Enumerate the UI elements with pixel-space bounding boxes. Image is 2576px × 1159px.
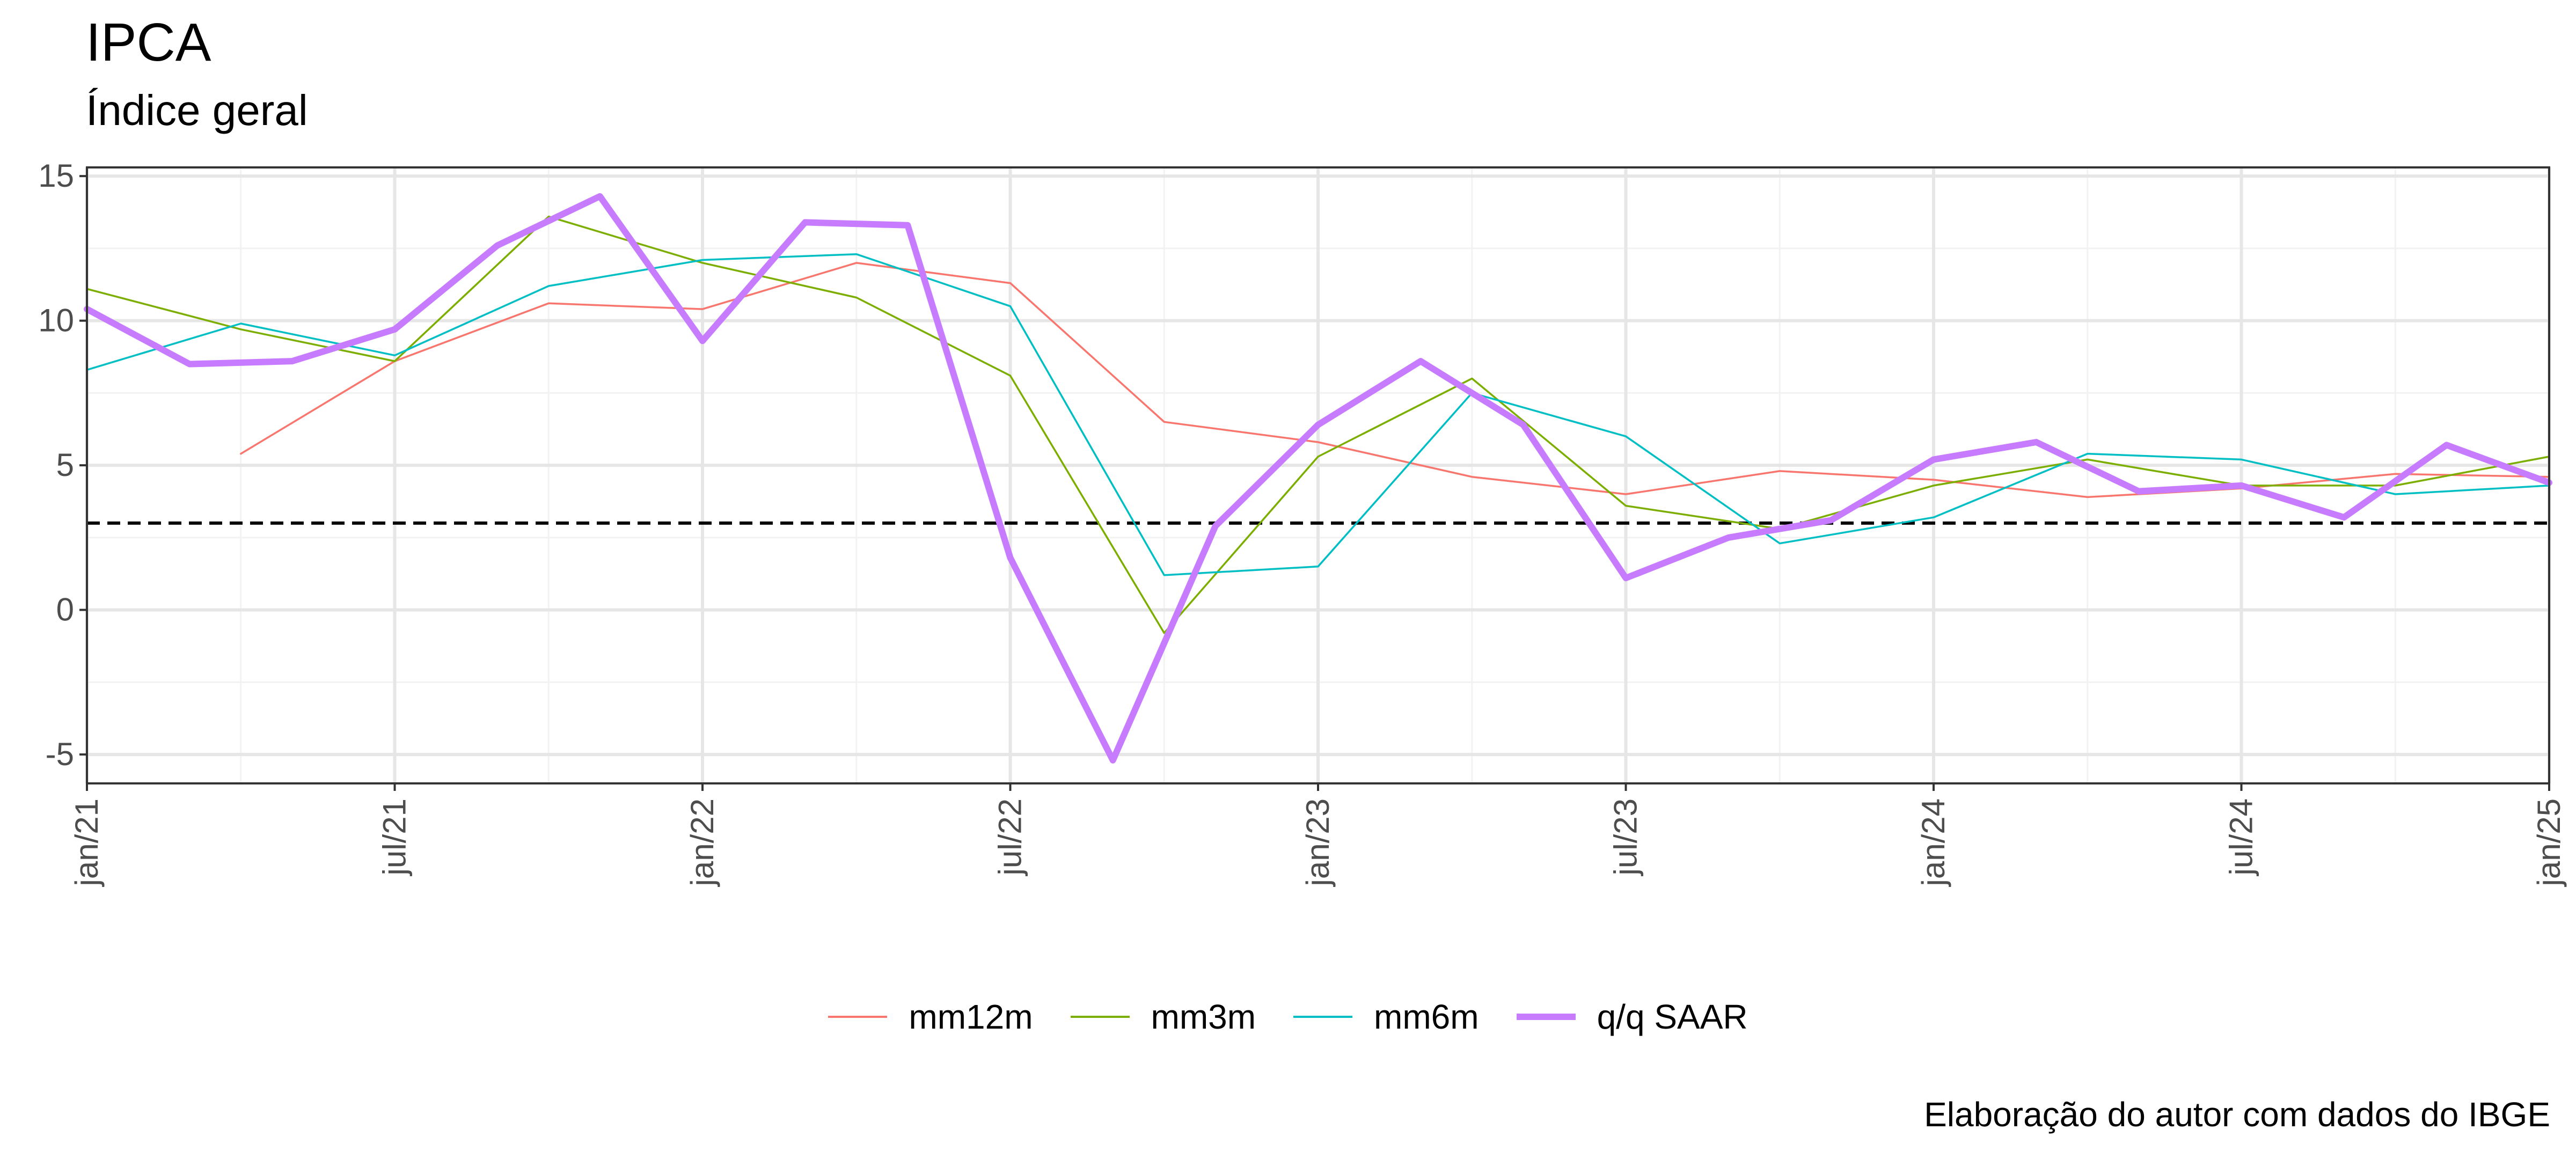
legend-label: mm6m (1374, 997, 1479, 1036)
legend-label: mm12m (909, 997, 1033, 1036)
y-tick-label: 15 (38, 158, 74, 194)
legend-key (1516, 1014, 1576, 1020)
y-tick-label: 10 (38, 303, 74, 339)
x-tick-label: jan/24 (1915, 798, 1951, 887)
legend-label: q/q SAAR (1597, 997, 1748, 1036)
legend-item: mm6m (1293, 997, 1479, 1037)
legend-label: mm3m (1151, 997, 1256, 1036)
chart-caption: Elaboração do autor com dados do IBGE (1924, 1095, 2550, 1134)
x-tick-label: jan/22 (684, 798, 720, 887)
x-tick-label: jan/25 (2531, 798, 2567, 887)
y-tick-label: 5 (56, 447, 74, 483)
series-layer (84, 193, 2552, 764)
y-tick-label: 0 (56, 592, 74, 628)
legend-key (1070, 1016, 1130, 1018)
chart-legend: mm12m mm3m mm6m q/q SAAR (0, 993, 2576, 1041)
legend-item: q/q SAAR (1516, 997, 1748, 1037)
axis-layer: -5 0 5 10 15 jan/21 jul/21 jan/22 jul/22 jan/23 ju… (38, 158, 2567, 887)
chart-title: IPCA (86, 12, 211, 72)
x-tick-label: jul/24 (2223, 798, 2259, 876)
x-tick-label: jul/21 (377, 798, 413, 876)
legend-key (1293, 1016, 1353, 1018)
legend-key (828, 1016, 888, 1018)
x-tick-label: jan/21 (69, 798, 105, 887)
legend-item: mm3m (1070, 997, 1256, 1037)
x-tick-label: jul/22 (992, 798, 1028, 876)
chart-subtitle: Índice geral (86, 86, 308, 134)
x-tick-label: jan/23 (1300, 798, 1336, 887)
x-tick-label: jul/23 (1608, 798, 1644, 876)
grid-layer (85, 167, 2551, 783)
legend-item: mm12m (828, 997, 1033, 1037)
y-tick-label: -5 (46, 736, 74, 772)
